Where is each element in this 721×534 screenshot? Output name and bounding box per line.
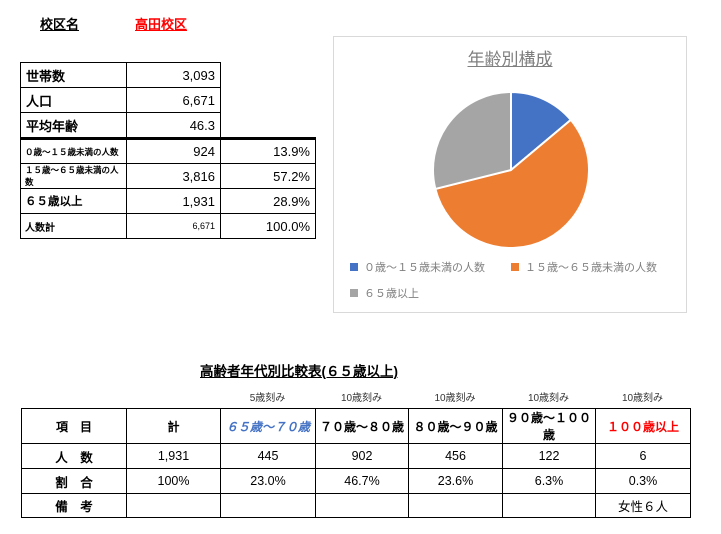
row-percent: 28.9%	[220, 188, 316, 214]
legend-item: ６５歳以上	[350, 285, 419, 301]
cell	[315, 493, 409, 518]
row-value: 46.3	[126, 112, 221, 138]
row-label: 世帯数	[20, 62, 127, 88]
district-label: 校区名	[40, 17, 80, 32]
cell: 46.7%	[315, 468, 409, 494]
header-col-80-90: ８０歳～９０歳	[408, 408, 503, 444]
row-label: 平均年齢	[20, 112, 127, 138]
elderly-table-title: 高齢者年代別比較表(６５歳以上)	[200, 364, 398, 379]
summary-table: 世帯数 3,093 人口 6,671 平均年齢 46.3	[20, 62, 221, 138]
row-label: 割 合	[21, 468, 127, 494]
header-col-65-70: ６５歳～７０歳	[220, 408, 316, 444]
header-col-90-100: ９０歳～１００歳	[502, 408, 596, 444]
row-value: 6,671	[126, 213, 221, 239]
cell: 23.6%	[408, 468, 503, 494]
row-label: ０歳～１５歳未満の人数	[20, 137, 127, 164]
age-composition-chart: 年齢別構成 ０歳～１５歳未満の人数 １５歳～６５歳未満の人数 ６５歳以上	[333, 36, 687, 313]
table-row: 割 合 100% 23.0% 46.7% 23.6% 6.3% 0.3%	[21, 468, 691, 494]
interval-note: 10歳刻み	[621, 393, 664, 404]
cell	[126, 493, 221, 518]
legend-label: １５歳～６５歳未満の人数	[525, 262, 657, 274]
row-label: 人数計	[20, 213, 127, 239]
cell: 女性６人	[595, 493, 691, 518]
row-label: 人口	[20, 87, 127, 113]
cell: 902	[315, 443, 409, 469]
chart-title: 年齢別構成	[467, 50, 553, 69]
row-label: 備 考	[21, 493, 127, 518]
row-percent: 57.2%	[220, 163, 316, 189]
cell	[220, 493, 316, 518]
table-row: 世帯数 3,093	[20, 62, 221, 88]
row-label: 人 数	[21, 443, 127, 469]
pie-chart-svg	[432, 91, 590, 249]
cell: 1,931	[126, 443, 221, 469]
cell: 122	[502, 443, 596, 469]
row-value: 3,816	[126, 163, 221, 189]
elderly-comparison-table: 項 目 計 ６５歳～７０歳 ７０歳～８０歳 ８０歳～９０歳 ９０歳～１００歳 １…	[21, 408, 691, 518]
legend-label: ０歳～１５歳未満の人数	[364, 262, 485, 274]
header-total: 計	[126, 408, 221, 444]
row-value: 924	[126, 137, 221, 164]
table-row: ０歳～１５歳未満の人数 924 13.9%	[20, 137, 316, 164]
cell: 100%	[126, 468, 221, 494]
chart-legend: ６５歳以上	[350, 285, 419, 301]
legend-item: １５歳～６５歳未満の人数	[511, 259, 657, 275]
table-row: 人口 6,671	[20, 87, 221, 113]
interval-notes-row: 5歳刻み 10歳刻み 10歳刻み 10歳刻み 10歳刻み	[21, 389, 690, 404]
district-name: 高田校区	[135, 17, 188, 32]
legend-marker-icon	[350, 263, 358, 271]
cell	[502, 493, 596, 518]
table-row: ６５歳以上 1,931 28.9%	[20, 188, 316, 214]
row-label: ６５歳以上	[20, 188, 127, 214]
table-header-row: 項 目 計 ６５歳～７０歳 ７０歳～８０歳 ８０歳～９０歳 ９０歳～１００歳 １…	[21, 408, 691, 444]
legend-label: ６５歳以上	[364, 288, 419, 300]
header-col-70-80: ７０歳～８０歳	[315, 408, 409, 444]
pie-slice-0	[510, 91, 572, 171]
table-row: 備 考 女性６人	[21, 493, 691, 518]
header-col-100plus: １００歳以上	[595, 408, 691, 444]
cell: 445	[220, 443, 316, 469]
table-row: 人 数 1,931 445 902 456 122 6	[21, 443, 691, 469]
pie-chart	[429, 88, 593, 252]
pie-slice-2	[432, 91, 512, 190]
age-breakdown-table: ０歳～１５歳未満の人数 924 13.9% １５歳～６５歳未満の人数 3,816…	[20, 137, 316, 239]
interval-note: 10歳刻み	[434, 393, 476, 404]
chart-legend: ０歳～１５歳未満の人数 １５歳～６５歳未満の人数	[350, 259, 657, 275]
cell: 0.3%	[595, 468, 691, 494]
row-percent: 100.0%	[220, 213, 316, 239]
cell: 6.3%	[502, 468, 596, 494]
legend-marker-icon	[511, 263, 519, 271]
interval-note: 10歳刻み	[527, 393, 570, 404]
row-label: １５歳～６５歳未満の人数	[20, 163, 127, 189]
pie-slice-1	[434, 118, 590, 249]
cell: 23.0%	[220, 468, 316, 494]
cell: 456	[408, 443, 503, 469]
row-value: 6,671	[126, 87, 221, 113]
cell	[408, 493, 503, 518]
interval-note: 5歳刻み	[249, 393, 286, 404]
header-item: 項 目	[21, 408, 127, 444]
interval-note: 10歳刻み	[340, 393, 383, 404]
table-row: １５歳～６５歳未満の人数 3,816 57.2%	[20, 163, 316, 189]
legend-item: ０歳～１５歳未満の人数	[350, 259, 485, 275]
table-row: 平均年齢 46.3	[20, 112, 221, 138]
cell: 6	[595, 443, 691, 469]
table-row: 人数計 6,671 100.0%	[20, 213, 316, 239]
legend-marker-icon	[350, 289, 358, 297]
row-percent: 13.9%	[220, 137, 316, 164]
row-value: 1,931	[126, 188, 221, 214]
row-value: 3,093	[126, 62, 221, 88]
